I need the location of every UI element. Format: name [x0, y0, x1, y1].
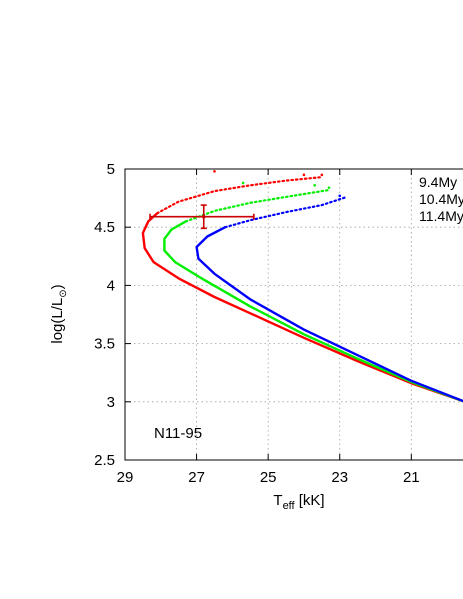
- plot-frame: [124, 168, 463, 461]
- data-point: [327, 186, 331, 189]
- series-11.4My: [195, 194, 463, 403]
- y-tick-label: 5: [107, 161, 115, 178]
- series-dotted-line: [184, 188, 331, 223]
- y-tick-label: 4: [107, 277, 115, 294]
- data-point: [241, 181, 245, 185]
- grid: [124, 169, 463, 460]
- data-point: [338, 194, 342, 198]
- data-point: [213, 170, 216, 173]
- y-axis-label: log(L/L⊙): [49, 284, 69, 343]
- series-line: [163, 220, 463, 403]
- series-dotted-line: [156, 176, 323, 215]
- legend-entry: 10.4My: [419, 191, 463, 207]
- y-tick-label: 4.5: [94, 219, 115, 236]
- y-tick-labels: 2.5 3 3.5 4 4.5 5: [94, 161, 115, 469]
- data-point: [320, 173, 324, 177]
- legend-entry: 9.4My: [419, 174, 457, 190]
- series-line: [141, 212, 463, 403]
- legend-entry: 11.4My: [419, 208, 463, 224]
- data-point: [313, 183, 316, 187]
- x-tick-label: 27: [188, 469, 205, 486]
- series-line: [195, 226, 463, 403]
- x-tick-label: 29: [117, 469, 134, 486]
- x-tick-labels: 29 27 25 23 21: [117, 469, 420, 486]
- data-point: [302, 173, 306, 177]
- series-layer: [141, 170, 463, 403]
- y-tick-label: 3: [107, 394, 115, 411]
- x-tick-label: 23: [331, 469, 348, 486]
- series-dotted-line: [224, 195, 348, 229]
- series-10.4My: [163, 181, 463, 403]
- star-annotation: N11-95: [154, 425, 202, 442]
- x-tick-label: 25: [260, 469, 277, 486]
- observation-marker: [201, 214, 206, 219]
- x-axis-label: Teff [kK]: [273, 492, 324, 512]
- y-tick-label: 3.5: [94, 336, 115, 353]
- observation-point: [149, 204, 255, 230]
- x-tick-label: 21: [403, 469, 420, 486]
- y-tick-label: 2.5: [94, 452, 115, 469]
- series-9.4My: [141, 170, 463, 403]
